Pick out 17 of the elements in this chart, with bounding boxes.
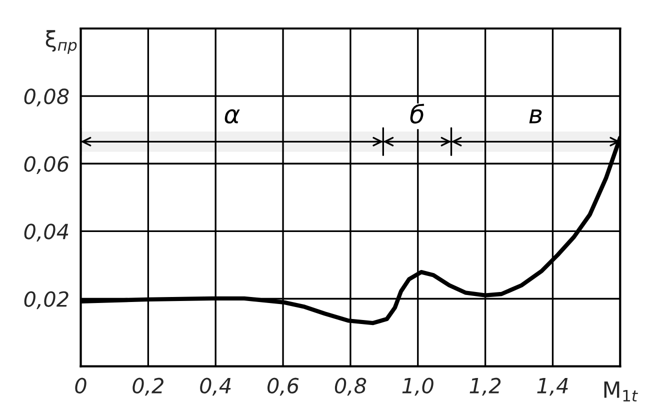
x-tick-label: 1,4 bbox=[537, 378, 568, 396]
band-label: б bbox=[410, 104, 424, 124]
band-label: α bbox=[224, 109, 240, 124]
x-tick-label: 0,8 bbox=[334, 378, 366, 396]
x-tick-label: 1,2 bbox=[470, 378, 501, 396]
y-tick-label: 0,04 bbox=[24, 224, 68, 242]
band-label: в bbox=[529, 110, 542, 124]
x-tick-label: 0 bbox=[75, 378, 86, 394]
x-tick-label: 0,2 bbox=[132, 378, 164, 396]
y-tick-label: 0,02 bbox=[24, 291, 68, 310]
x-tick-label: 0,4 bbox=[200, 378, 231, 396]
x-axis-title: M$_{1t}$ bbox=[604, 382, 638, 402]
y-tick-label: 0,06 bbox=[24, 156, 69, 174]
y-axis-title: ξ$_{пр}$ bbox=[46, 30, 77, 54]
x-tick-label: 1,0 bbox=[402, 378, 434, 396]
x-tick-label: 0,6 bbox=[268, 378, 299, 396]
y-tick-label: 0,08 bbox=[24, 88, 69, 106]
